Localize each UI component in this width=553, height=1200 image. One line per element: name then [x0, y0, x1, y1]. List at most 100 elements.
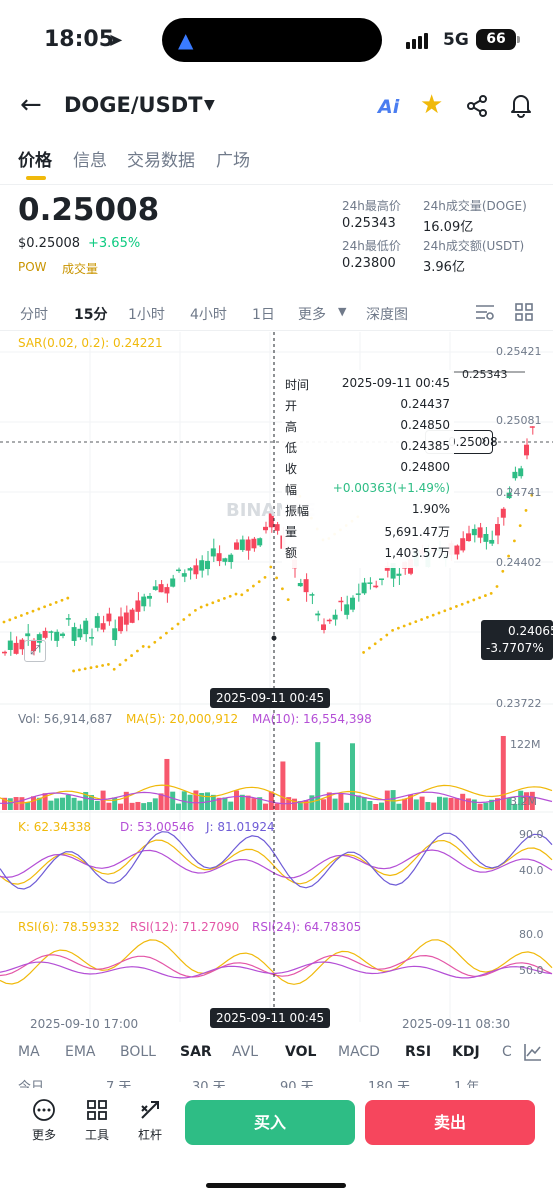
sell-button[interactable]: 卖出 — [365, 1100, 535, 1145]
tooltip-value: 5,691.47万 — [384, 525, 450, 539]
pair-title[interactable]: DOGE/USDT — [64, 93, 203, 117]
favorite-star-icon[interactable]: ★ — [420, 90, 444, 120]
tab-trading-data[interactable]: 交易数据 — [127, 151, 195, 171]
volume-bar — [518, 790, 524, 810]
candle — [94, 616, 100, 628]
leverage-button[interactable]: 杠杆 — [130, 1098, 170, 1143]
indicator-chart-icon[interactable] — [523, 1042, 543, 1062]
sar-dot — [49, 603, 52, 607]
sar-label: SAR(0.02, 0.2): 0.24221 — [18, 336, 163, 350]
volume-bar — [257, 797, 263, 810]
rsi24-label: RSI(24): 64.78305 — [252, 920, 362, 934]
candle — [309, 594, 315, 596]
volume-bar — [419, 796, 425, 810]
tooltip-value: 1,403.57万 — [384, 546, 450, 560]
ind-c[interactable]: C — [502, 1044, 512, 1060]
volume-bar — [31, 796, 36, 810]
candle — [2, 651, 7, 654]
volume-bar — [152, 798, 158, 810]
last-price: 0.25008 — [18, 192, 160, 228]
caret-down-icon[interactable]: ▼ — [204, 97, 215, 113]
sar-dot — [443, 609, 447, 613]
tab-square[interactable]: 广场 — [216, 151, 250, 171]
sar-dot — [228, 594, 232, 598]
kdj-j-label: J: 81.01924 — [206, 820, 275, 834]
candle — [164, 587, 170, 594]
sar-dot — [246, 588, 250, 592]
tag-pow[interactable]: POW — [18, 260, 47, 274]
share-icon[interactable] — [465, 94, 489, 118]
location-arrow-icon: ➤ — [108, 30, 124, 51]
sar-dot — [211, 601, 215, 605]
volume-bar — [94, 800, 100, 810]
ai-icon[interactable]: Ai — [378, 96, 400, 118]
candle — [181, 573, 187, 577]
tf-more-caret-icon[interactable]: ▼ — [338, 305, 347, 318]
candle — [152, 586, 158, 590]
candle — [263, 526, 268, 531]
sar-dot — [385, 633, 389, 637]
tf-time-share[interactable]: 分时 — [20, 307, 48, 323]
ind-ma[interactable]: MA — [18, 1044, 40, 1060]
tab-info[interactable]: 信息 — [73, 151, 107, 171]
tooltip-key: 幅 — [285, 483, 298, 497]
expand-icon[interactable]: ⤢ — [24, 640, 46, 662]
ind-vol[interactable]: VOL — [285, 1044, 317, 1060]
volume-bar — [379, 802, 384, 810]
candle — [170, 578, 176, 587]
volume-bar — [437, 796, 442, 810]
high-value: 0.25343 — [342, 216, 396, 231]
back-arrow-icon[interactable]: ← — [20, 90, 42, 120]
axis-label: 0.25421 — [496, 345, 542, 358]
sar-dot — [489, 591, 493, 595]
tab-price[interactable]: 价格 — [18, 151, 52, 171]
sar-dot — [83, 667, 87, 671]
bell-icon[interactable] — [509, 92, 533, 118]
buy-button[interactable]: 买入 — [185, 1100, 355, 1145]
ind-kdj[interactable]: KDJ — [452, 1044, 480, 1060]
tf-15m[interactable]: 15分 — [74, 307, 108, 323]
volume-bar — [106, 802, 112, 810]
ind-sar[interactable]: SAR — [180, 1044, 212, 1060]
volume-bar — [210, 794, 216, 810]
tf-1h[interactable]: 1小时 — [128, 307, 165, 323]
ind-macd[interactable]: MACD — [338, 1044, 380, 1060]
candle — [390, 563, 396, 579]
tf-1d[interactable]: 1日 — [252, 307, 275, 323]
tf-more[interactable]: 更多 — [298, 307, 326, 323]
layout-grid-icon[interactable] — [514, 302, 534, 322]
kdj-k-label: K: 62.34338 — [18, 820, 91, 834]
sar-dot — [466, 600, 470, 604]
candle — [361, 582, 367, 594]
tf-depth[interactable]: 深度图 — [366, 307, 408, 323]
ind-ema[interactable]: EMA — [65, 1044, 96, 1060]
volume-bar — [390, 790, 396, 810]
tf-4h[interactable]: 4小时 — [190, 307, 227, 323]
volume-bar — [222, 797, 228, 810]
volume-bar — [292, 798, 297, 810]
volume-bar — [251, 798, 257, 810]
ind-boll[interactable]: BOLL — [120, 1044, 156, 1060]
candle — [332, 614, 338, 620]
chart-settings-icon[interactable] — [474, 302, 496, 322]
ind-avl[interactable]: AVL — [232, 1044, 259, 1060]
candle — [65, 618, 71, 620]
tag-volume[interactable]: 成交量 — [62, 262, 99, 276]
sar-dot — [240, 593, 244, 597]
low-value: 0.23800 — [342, 256, 396, 271]
divider — [0, 184, 553, 185]
volume-bar — [309, 795, 315, 810]
sar-dot — [176, 622, 180, 626]
x-axis-left: 2025-09-10 17:00 — [30, 1017, 139, 1031]
sar-dot — [20, 614, 23, 617]
sar-dot — [460, 602, 464, 606]
sar-dot — [257, 580, 261, 584]
tools-button[interactable]: 工具 — [77, 1098, 117, 1143]
current-price-tag-value: 0.25008 — [448, 435, 498, 449]
candle — [506, 492, 512, 499]
candle — [112, 628, 118, 641]
more-button[interactable]: 更多 — [24, 1098, 64, 1143]
vol-label: Vol: 56,914,687 — [18, 712, 113, 726]
volume-bar — [512, 803, 518, 810]
ind-rsi[interactable]: RSI — [405, 1044, 432, 1060]
